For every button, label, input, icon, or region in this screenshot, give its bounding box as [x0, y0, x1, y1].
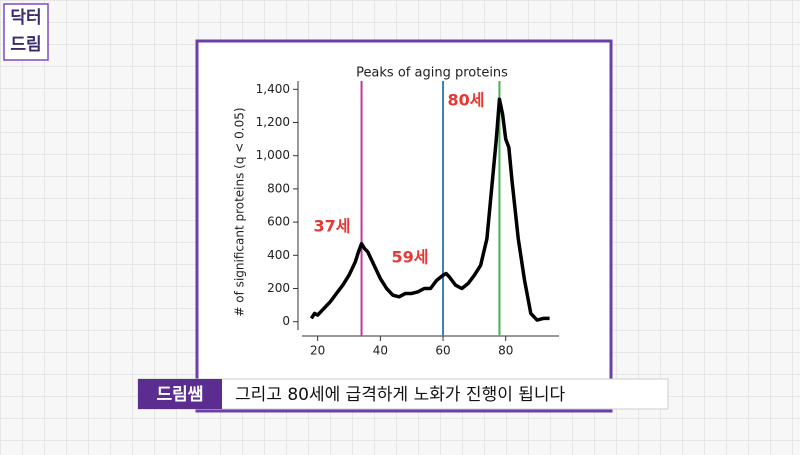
- y-tick-label: 0: [282, 314, 290, 328]
- y-tick-label: 1,400: [256, 82, 290, 96]
- speaker-box: [138, 379, 222, 409]
- y-tick-label: 600: [267, 215, 290, 229]
- annotation: 37세: [314, 217, 351, 236]
- logo-text: 드림: [10, 35, 41, 55]
- caption-bar: [137, 378, 669, 410]
- annotation: 80세: [448, 91, 485, 110]
- annotation: 59세: [392, 248, 429, 267]
- annotations: 37세 59세 80세: [312, 89, 486, 268]
- chart: Peaks of aging proteins # of significant…: [233, 66, 559, 358]
- y-tick-label: 1,000: [256, 148, 290, 162]
- y-tick-label: 800: [267, 181, 290, 195]
- caption-speaker: 드림쌤: [157, 385, 204, 405]
- slide-panel: [195, 39, 613, 413]
- chart-title: Peaks of aging proteins: [356, 66, 508, 81]
- x-tick-label: 40: [373, 344, 388, 358]
- x-tick-label: 60: [435, 344, 450, 358]
- y-axis-label: # of significant proteins (q < 0.05): [233, 107, 247, 316]
- x-tick-label: 80: [498, 344, 513, 358]
- y-tick-label: 200: [267, 281, 290, 295]
- data-line: [309, 97, 550, 322]
- caption-text: 그리고 80세에 급격하게 노화가 진행이 됩니다: [235, 385, 566, 405]
- y-tick-label: 400: [267, 248, 290, 262]
- x-tick-label: 20: [310, 344, 325, 358]
- y-tick-label: 1,200: [256, 115, 290, 129]
- logo-text: 닥터: [10, 8, 41, 28]
- logo-box: [3, 3, 49, 61]
